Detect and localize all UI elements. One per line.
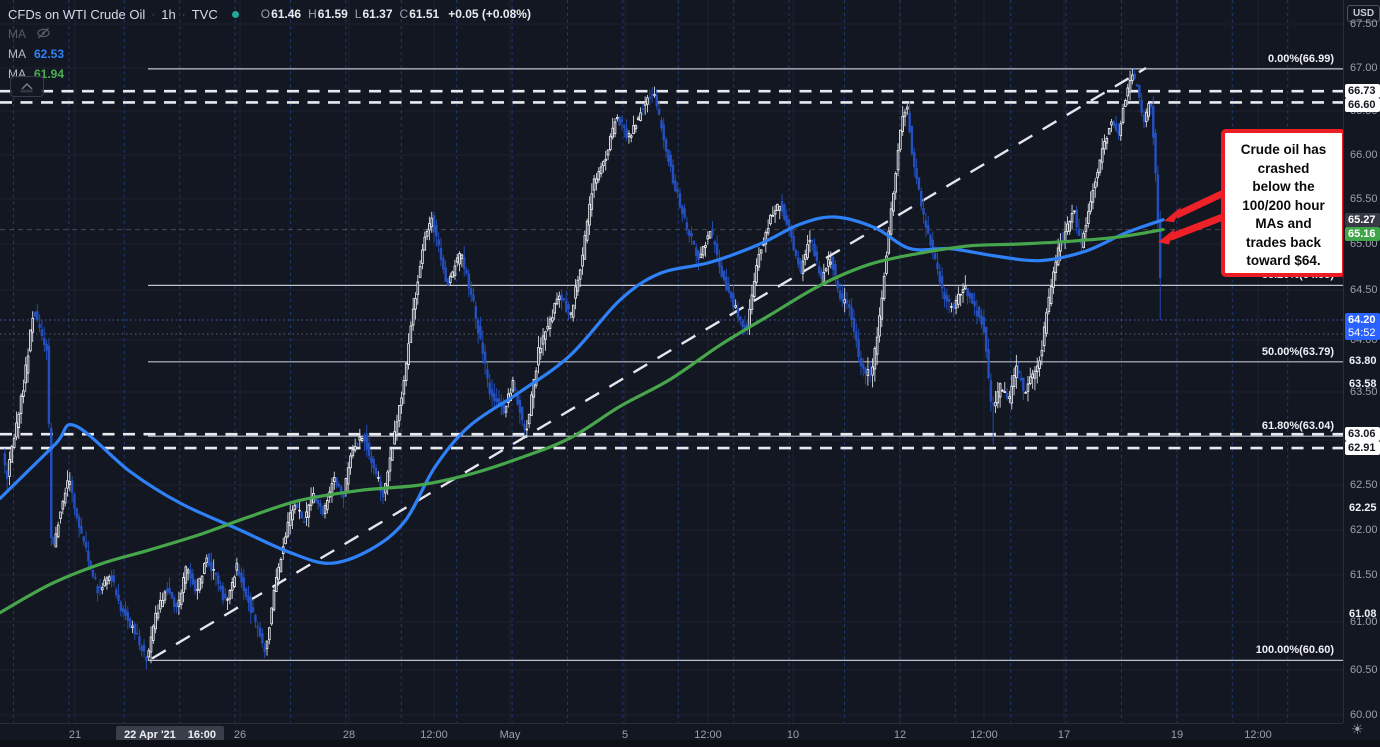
separator-dot: · xyxy=(151,7,156,21)
change-value: +0.05 (+0.08%) xyxy=(448,7,531,21)
time-tick: 5 xyxy=(621,729,629,741)
annotation-line: trades back xyxy=(1245,234,1322,250)
low-label: L xyxy=(354,7,362,21)
time-tick: 10 xyxy=(786,729,800,741)
ohlc-values: O 61.46 H 61.59 L 61.37 C 61.51 +0.05 (+… xyxy=(261,7,531,21)
high-label: H xyxy=(308,7,317,21)
price-tick: 66.00 xyxy=(1350,149,1378,161)
time-tick: 12 xyxy=(893,729,907,741)
currency-button[interactable]: USD xyxy=(1347,5,1380,22)
symbol-title[interactable]: CFDs on WTI Crude Oil xyxy=(8,6,146,22)
annotation-line: crashed xyxy=(1257,160,1310,176)
indicator-row-ma200[interactable]: MA 61.94 xyxy=(8,65,531,83)
bar-countdown: 54:52 xyxy=(1348,327,1376,339)
time-tick: 12:00 xyxy=(694,729,722,741)
indicator-row-ma100[interactable]: MA 62.53 xyxy=(8,45,531,63)
fib-level-label[interactable]: 100.00%(60.60) xyxy=(1255,644,1334,657)
selected-bar-time-marker: 22 Apr '21 16:00 xyxy=(116,726,224,744)
close-value: 61.51 xyxy=(409,7,440,21)
price-tick: 61.50 xyxy=(1350,569,1378,581)
bottom-strip xyxy=(0,740,1380,747)
market-status-icon[interactable] xyxy=(231,10,239,18)
price-level-tick: 63.80 xyxy=(1349,354,1377,367)
fib-level-label[interactable]: 0.00%(66.99) xyxy=(1267,52,1334,65)
time-tick: 12:00 xyxy=(1244,729,1272,741)
high-value: 61.59 xyxy=(317,7,348,21)
last-price-value: 64.20 xyxy=(1348,314,1376,326)
annotation-line: Crude oil has xyxy=(1240,142,1327,157)
ma-label: MA xyxy=(8,27,26,41)
marker-time: 16:00 xyxy=(187,729,216,741)
price-tick: 60.50 xyxy=(1350,664,1378,676)
ma-label: MA xyxy=(8,47,26,61)
time-tick: 17 xyxy=(1057,729,1071,741)
marker-date: 22 Apr '21 xyxy=(124,729,176,741)
price-line-label: 63.06 xyxy=(1345,427,1380,442)
price-line-label: 65.27 xyxy=(1345,212,1380,227)
open-label: O xyxy=(260,7,271,21)
time-tick: 21 xyxy=(68,729,82,741)
price-tick: 65.50 xyxy=(1350,193,1378,205)
price-level-tick: 62.25 xyxy=(1349,501,1377,514)
price-chart-canvas[interactable] xyxy=(0,0,1343,723)
indicator-row-ma-hidden[interactable]: MA xyxy=(8,25,531,43)
price-tick: 60.00 xyxy=(1350,709,1378,721)
symbol-header[interactable]: CFDs on WTI Crude Oil · 1h · TVC O 61.46… xyxy=(8,5,531,23)
price-line-label: 65.16 xyxy=(1345,226,1380,241)
price-tick: 62.00 xyxy=(1350,524,1378,536)
price-tick: 63.50 xyxy=(1350,386,1378,398)
price-tick: 67.00 xyxy=(1350,62,1378,74)
last-price-label: 64.20 54:52 xyxy=(1345,313,1380,340)
low-value: 61.37 xyxy=(362,7,393,21)
price-level-tick: 61.08 xyxy=(1349,608,1377,621)
axis-settings-icon[interactable]: ☀ xyxy=(1351,721,1364,737)
annotation-line: toward $64. xyxy=(1246,253,1321,268)
fib-level-label[interactable]: 50.00%(63.79) xyxy=(1261,345,1334,358)
separator-dot: · xyxy=(181,7,186,21)
annotation-callout[interactable]: Crude oil has crashed below the 100/200 hou… xyxy=(1221,129,1346,277)
price-tick: 65.00 xyxy=(1350,238,1378,250)
price-line-label: 66.73 xyxy=(1345,84,1380,99)
collapse-legend-button[interactable] xyxy=(10,76,44,97)
time-tick: May xyxy=(499,729,521,741)
fib-level-label[interactable]: 61.80%(63.04) xyxy=(1261,420,1334,433)
time-tick: 28 xyxy=(342,729,356,741)
exchange-label[interactable]: TVC xyxy=(191,6,218,22)
interval-label[interactable]: 1h xyxy=(161,6,176,22)
time-tick: 19 xyxy=(1170,729,1184,741)
time-tick: 12:00 xyxy=(420,729,448,741)
price-line-label: 66.60 xyxy=(1345,98,1380,113)
time-tick: 12:00 xyxy=(970,729,998,741)
price-tick: 62.50 xyxy=(1350,479,1378,491)
ma100-value: 62.53 xyxy=(34,47,65,61)
time-tick: 26 xyxy=(233,729,247,741)
price-tick: 67.50 xyxy=(1350,18,1378,30)
price-axis[interactable]: USD 67.5067.0066.5066.0065.5065.0064.506… xyxy=(1343,0,1380,723)
annotation-line: below the xyxy=(1252,179,1315,194)
price-line-label: 62.91 xyxy=(1345,441,1380,456)
price-tick: 61.00 xyxy=(1350,616,1378,628)
chart-legend: CFDs on WTI Crude Oil · 1h · TVC O 61.46… xyxy=(8,5,531,83)
price-tick: 64.50 xyxy=(1350,284,1378,296)
open-value: 61.46 xyxy=(271,7,302,21)
close-label: C xyxy=(399,7,409,21)
annotation-line: MAs and xyxy=(1255,216,1312,231)
annotation-line: 100/200 hour xyxy=(1242,197,1325,213)
eye-slash-icon[interactable] xyxy=(36,27,51,42)
price-level-tick: 63.58 xyxy=(1349,377,1377,390)
